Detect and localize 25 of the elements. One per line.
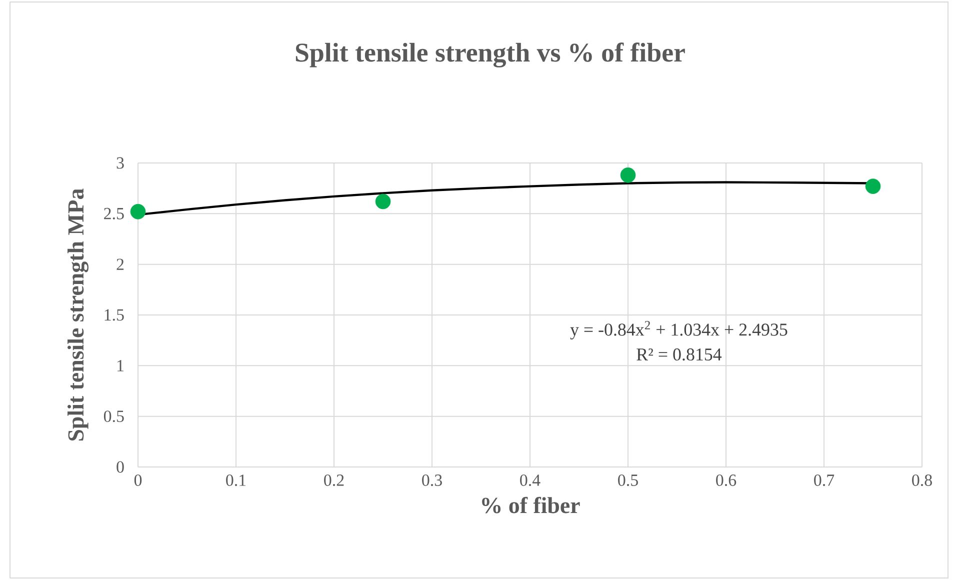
y-tick-label: 2 (116, 258, 124, 270)
chart-title: Split tensile strength vs % of fiber (296, 42, 685, 68)
point (620, 167, 636, 183)
y-tick-label: 0 (116, 461, 124, 473)
point (375, 194, 391, 210)
x-tick-label: 0.2 (324, 474, 344, 486)
annotation: y = -0.84x$^{2}$ + 1.034x + 2.4935 (570, 320, 788, 340)
x-tick-label: 0.7 (814, 474, 834, 486)
y-tick-label: 1.5 (104, 309, 124, 321)
x-tick-label: 0.6 (716, 474, 736, 486)
x-tick-label: 0.4 (520, 474, 540, 486)
x-tick-label: 0.3 (422, 474, 442, 486)
x-tick-label: 0.8 (912, 474, 932, 486)
annotation: R² = 0.8154 (636, 348, 722, 361)
x-tick-label: 0.5 (618, 474, 638, 486)
x-tick-label: 0.1 (226, 474, 246, 486)
y-tick-label: 3 (116, 157, 124, 169)
y-axis-title: Split tensile strength MPa (68, 188, 88, 441)
point (865, 178, 881, 194)
y-tick-label: 0.5 (104, 410, 124, 422)
x-tick-label: 0 (134, 474, 142, 486)
y-tick-label: 2.5 (104, 208, 124, 220)
x-axis-title: % of fiber (482, 496, 580, 514)
point (130, 204, 146, 220)
y-tick-label: 1 (118, 360, 124, 372)
